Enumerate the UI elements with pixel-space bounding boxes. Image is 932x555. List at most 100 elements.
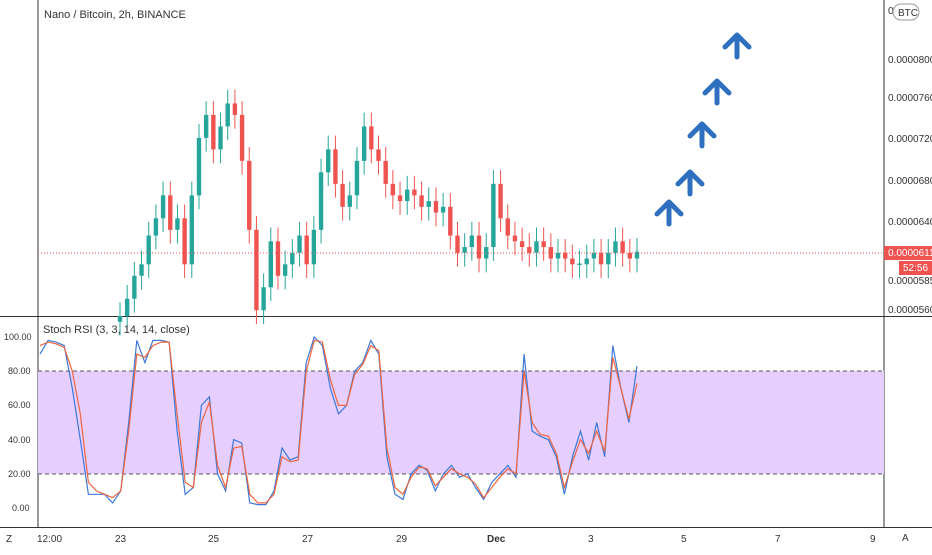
candle-body: [146, 235, 151, 265]
currency-badge[interactable]: [892, 3, 920, 21]
candle-body: [433, 201, 439, 213]
stoch-d-line: [39, 339, 638, 504]
price-tick-720: 0.0000720: [888, 134, 932, 145]
countdown-tag: [899, 261, 932, 275]
price-tick-800: 0.0000800: [888, 55, 932, 66]
candle-body: [347, 195, 352, 207]
candle-body: [562, 252, 568, 259]
stoch-k-line: [39, 335, 638, 506]
auto-scale-button[interactable]: A: [902, 533, 909, 544]
time-tick-27: 27: [302, 534, 314, 545]
candle-body: [218, 126, 223, 150]
candle-body: [225, 103, 230, 127]
candle-body: [440, 206, 446, 213]
candle-body: [555, 252, 561, 259]
candle-body: [340, 183, 345, 207]
candle-body: [606, 252, 611, 265]
candle-body: [570, 258, 575, 265]
stoch-band: [38, 371, 884, 474]
stoch-tick-60: 60.00: [8, 400, 31, 410]
candle-body: [153, 218, 159, 236]
stoch-tick-40: 40.00: [8, 435, 31, 445]
candle-body: [498, 183, 503, 219]
candle-body: [361, 126, 367, 161]
stoch-layer: [39, 335, 638, 506]
candle-body: [247, 160, 252, 230]
candle-body: [297, 235, 302, 253]
candle-body: [318, 172, 324, 230]
time-tick-29: 29: [396, 534, 408, 545]
candle-body: [548, 247, 554, 259]
candle-body: [117, 316, 123, 322]
candle-body: [354, 160, 360, 196]
currency-badge-label: BTC: [898, 8, 918, 19]
candle-body: [527, 247, 532, 253]
stoch-tick-0: 0.00: [12, 503, 30, 513]
price-tick-760: 0.0000760: [888, 93, 932, 104]
candle-body: [577, 263, 582, 266]
arrows-layer: [654, 32, 752, 227]
candle-body: [405, 189, 410, 202]
candle-body: [254, 229, 259, 311]
candle-body: [476, 235, 482, 259]
candle-body: [333, 149, 338, 184]
candle-body: [397, 195, 403, 202]
candle-body: [160, 195, 166, 219]
candle-body: [326, 149, 331, 173]
candle-body: [455, 235, 460, 253]
candle-body: [376, 149, 381, 161]
candle-body: [124, 298, 130, 316]
candle-body: [591, 252, 597, 259]
time-tick-1200: 12:00: [37, 534, 62, 545]
candle-body: [196, 137, 202, 196]
candle-body: [203, 114, 209, 138]
last-price-label: 0.0000611: [888, 248, 932, 259]
candle-body: [132, 275, 137, 299]
candle-body: [232, 103, 238, 115]
last-price-tag: [884, 246, 932, 260]
candle-body: [168, 195, 173, 230]
candle-body: [505, 218, 510, 236]
zoom-button[interactable]: Z: [6, 534, 12, 545]
candle-body: [634, 251, 640, 259]
candle-body: [512, 235, 518, 242]
time-tick-23: 23: [115, 534, 127, 545]
candle-body: [261, 287, 266, 311]
candle-body: [484, 247, 489, 259]
candle-body: [268, 241, 273, 288]
candle-body: [519, 241, 525, 248]
candle-body: [311, 229, 317, 265]
candle-body: [383, 160, 388, 184]
price-tick-680: 0.0000680: [888, 176, 932, 187]
candle-body: [175, 218, 180, 230]
time-tick-25: 25: [208, 534, 220, 545]
candle-body: [304, 235, 309, 265]
candle-body: [239, 114, 245, 161]
stoch-tick-80: 80.00: [8, 366, 31, 376]
price-tick-640: 0.0000640: [888, 217, 932, 228]
candle-body: [613, 241, 618, 253]
candle-body: [211, 114, 216, 150]
stoch-tick-100: 100.00: [4, 332, 32, 342]
candle-body: [462, 247, 467, 253]
candle-body: [584, 258, 589, 265]
candle-body: [469, 235, 475, 248]
candle-body: [491, 183, 496, 248]
indicator-title: Stoch RSI (3, 3, 14, 14, close): [43, 324, 190, 336]
price-tick-560: 0.0000560: [888, 305, 932, 316]
time-tick-3: 3: [588, 534, 594, 545]
candle-body: [426, 201, 431, 207]
candle-body: [541, 241, 546, 248]
candle-body: [369, 126, 374, 150]
price-tick-585: 0.0000585: [888, 276, 932, 287]
stoch-tick-20: 20.00: [8, 469, 31, 479]
chart-title: Nano / Bitcoin, 2h, BINANCE: [44, 9, 186, 21]
candle-body: [275, 241, 281, 276]
time-tick-dec: Dec: [487, 534, 506, 545]
candle-body: [419, 195, 424, 207]
price-pane-bg[interactable]: [38, 0, 884, 316]
time-tick-5: 5: [681, 534, 687, 545]
candle-body: [182, 218, 187, 265]
